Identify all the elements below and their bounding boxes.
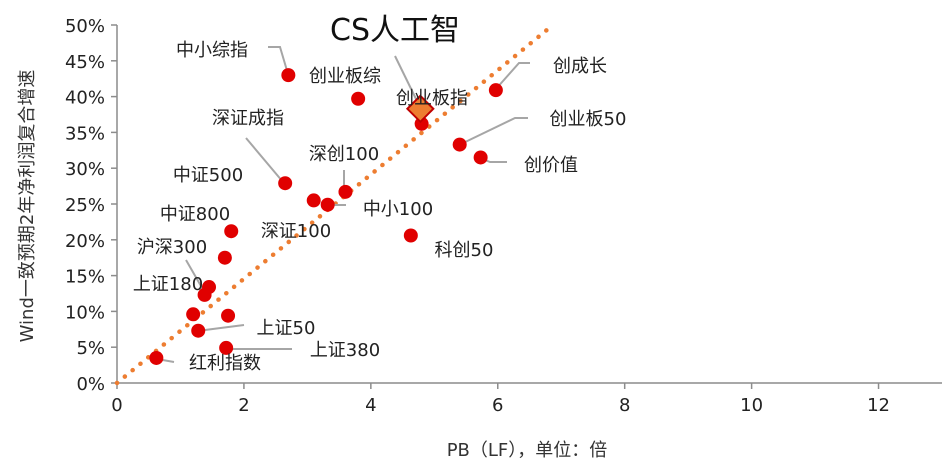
y-tick-label: 35% bbox=[65, 123, 105, 144]
x-tick-label: 12 bbox=[867, 395, 890, 416]
point-label: 科创50 bbox=[435, 240, 494, 261]
data-point bbox=[191, 323, 206, 338]
y-tick-label: 0% bbox=[76, 374, 105, 395]
point-label: 红利指数 bbox=[189, 353, 261, 374]
point-label: 中证500 bbox=[173, 165, 243, 186]
point-label: 创价值 bbox=[524, 155, 578, 176]
point-label: 上证380 bbox=[310, 340, 380, 361]
x-tick-label: 6 bbox=[492, 395, 503, 416]
x-tick-label: 2 bbox=[238, 395, 249, 416]
data-point bbox=[186, 307, 201, 322]
point-label: 创业板50 bbox=[550, 109, 627, 130]
data-point bbox=[197, 287, 212, 302]
leader-line bbox=[204, 324, 245, 331]
point-label: 创业板综 bbox=[309, 66, 381, 87]
data-point bbox=[488, 83, 503, 98]
y-tick-label: 10% bbox=[65, 302, 105, 323]
point-label: 中小综指 bbox=[176, 40, 248, 61]
data-point bbox=[278, 176, 293, 191]
point-label: 深证100 bbox=[261, 221, 331, 242]
data-point bbox=[149, 350, 164, 365]
data-point bbox=[452, 137, 467, 152]
chart-title: CS人工智 bbox=[330, 13, 460, 48]
data-points bbox=[149, 68, 503, 365]
y-tick-label: 5% bbox=[76, 338, 105, 359]
point-label: 中小100 bbox=[363, 199, 433, 220]
leader-line bbox=[394, 55, 419, 104]
x-axis-label: PB（LF），单位：倍 bbox=[447, 440, 608, 461]
point-label: 上证50 bbox=[257, 318, 316, 339]
highlight-point bbox=[405, 94, 435, 124]
leader-line bbox=[245, 137, 284, 183]
data-point bbox=[281, 68, 296, 83]
x-tick-label: 0 bbox=[111, 395, 122, 416]
data-point bbox=[351, 91, 366, 106]
data-point bbox=[224, 224, 239, 239]
y-tick-label: 45% bbox=[65, 52, 105, 73]
y-axis-label: Wind一致预期2年净利润复合增速 bbox=[17, 70, 38, 343]
data-point bbox=[217, 250, 232, 265]
x-tick-label: 8 bbox=[619, 395, 630, 416]
trendline bbox=[114, 26, 551, 386]
point-label: 创成长 bbox=[553, 56, 607, 77]
data-point bbox=[320, 197, 335, 212]
x-tick-label: 10 bbox=[740, 395, 763, 416]
y-tick-label: 50% bbox=[65, 16, 105, 37]
data-point bbox=[221, 308, 236, 323]
axes: 0 2 4 6 8 10 12 0% 5% 10% 15% 20% 25% 30% 35% 40% 45% 50% bbox=[65, 16, 942, 416]
leader-line bbox=[494, 62, 530, 91]
data-point bbox=[473, 150, 488, 165]
y-tick-label: 20% bbox=[65, 231, 105, 252]
leader-line bbox=[185, 259, 206, 294]
leader-line bbox=[458, 117, 528, 146]
data-point bbox=[219, 340, 234, 355]
y-tick-label: 40% bbox=[65, 88, 105, 109]
point-label: 上证180 bbox=[133, 274, 203, 295]
point-label: 深创100 bbox=[309, 144, 379, 165]
point-label: 沪深300 bbox=[137, 237, 207, 258]
data-point bbox=[338, 184, 353, 199]
point-label: 创业板指 bbox=[396, 88, 468, 109]
leader-line bbox=[268, 46, 289, 75]
leader-lines bbox=[156, 46, 530, 363]
y-tick-label: 25% bbox=[65, 195, 105, 216]
data-point bbox=[403, 228, 418, 243]
y-tick-label: 15% bbox=[65, 267, 105, 288]
point-label: 中证800 bbox=[160, 204, 230, 225]
point-label: 深证成指 bbox=[212, 108, 284, 129]
y-tick-label: 30% bbox=[65, 159, 105, 180]
trend-line bbox=[114, 26, 551, 386]
x-tick-label: 4 bbox=[365, 395, 376, 416]
data-point bbox=[306, 193, 321, 208]
